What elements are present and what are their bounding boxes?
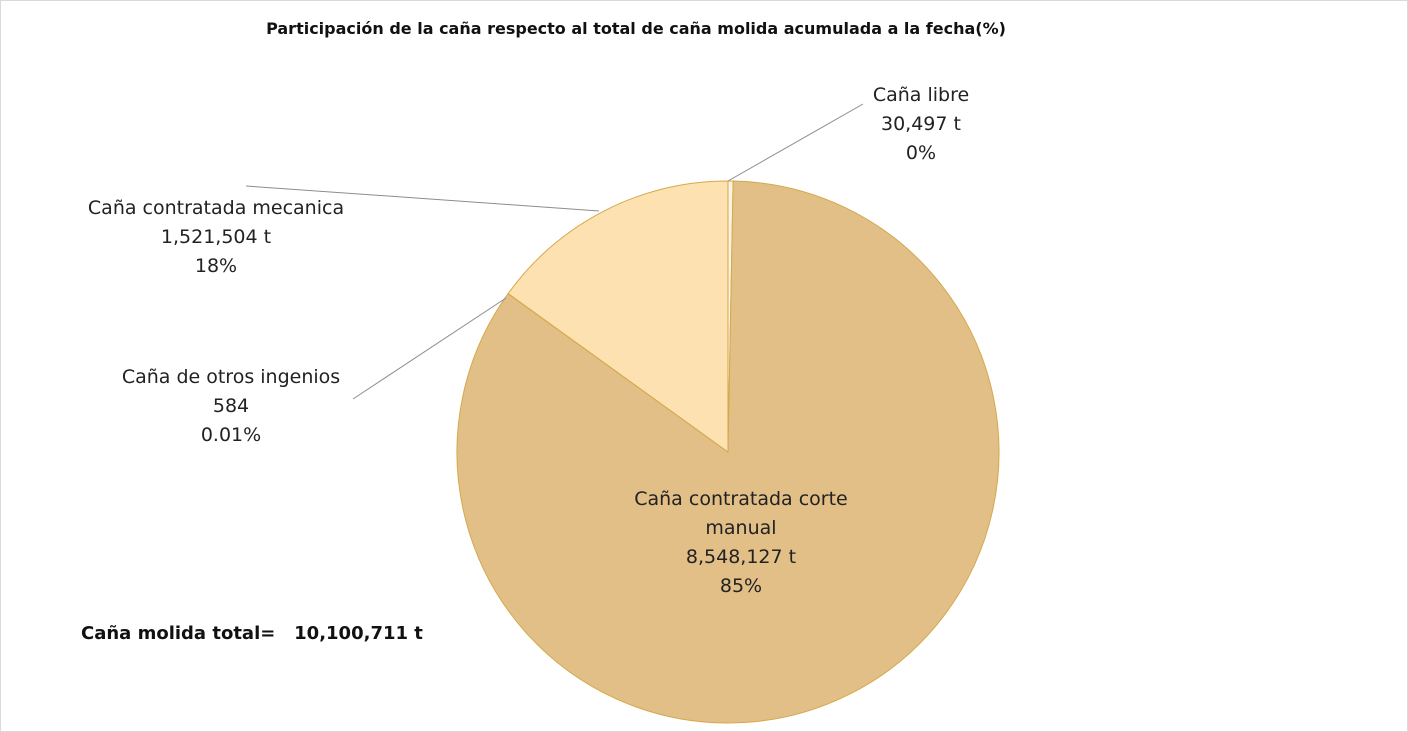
data-label: Caña contratada mecanica 1,521,504 t 18%: [41, 194, 391, 281]
total-label: Caña molida total=: [81, 623, 276, 644]
slice-percent: 85%: [719, 575, 763, 597]
slice-value: 8,548,127 t: [685, 546, 797, 568]
slice-value: 30,497 t: [881, 113, 961, 135]
slice-name: Caña de otros ingenios: [121, 366, 341, 388]
leader-line: [245, 185, 600, 212]
slice-value: 1,521,504 t: [160, 226, 272, 248]
slice-percent: 18%: [194, 255, 238, 277]
slice-name: Caña libre: [872, 84, 970, 106]
data-label: Caña contratada corte manual 8,548,127 t 8…: [611, 485, 871, 601]
data-label: Caña de otros ingenios 584 0.01%: [91, 363, 371, 450]
leader-line: [727, 103, 864, 182]
leader-line: [352, 297, 507, 400]
slice-value: 584: [212, 395, 250, 417]
slice-name: Caña contratada mecanica: [87, 197, 345, 219]
slice-percent: 0.01%: [200, 424, 262, 446]
slice-percent: 0%: [905, 142, 937, 164]
chart-title: Participación de la caña respecto al tot…: [266, 19, 1006, 38]
total-annotation: Caña molida total= 10,100,711 t: [81, 623, 423, 644]
pie-slice: [507, 180, 729, 453]
data-label: Caña libre 30,497 t 0%: [841, 81, 1001, 168]
total-value: 10,100,711 t: [294, 623, 423, 644]
slice-name: Caña contratada corte manual: [634, 488, 848, 539]
